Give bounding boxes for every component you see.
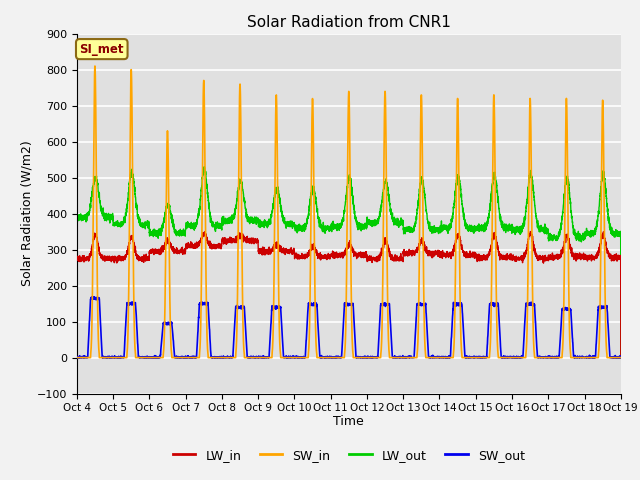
SW_out	[617, 355, 625, 360]
Line: SW_out: SW_out	[77, 297, 621, 358]
Y-axis label: Solar Radiation (W/m2): Solar Radiation (W/m2)	[21, 141, 34, 287]
LW_out	[616, 231, 624, 237]
SW_in	[171, 355, 179, 360]
SW_out	[616, 355, 624, 360]
SW_in	[617, 355, 625, 360]
LW_out	[471, 225, 479, 230]
SW_in	[471, 355, 479, 360]
LW_in	[171, 249, 179, 254]
X-axis label: Time: Time	[333, 415, 364, 428]
LW_in	[440, 253, 448, 259]
LW_out	[73, 214, 81, 219]
SW_out	[329, 355, 337, 360]
Line: LW_in: LW_in	[77, 231, 621, 358]
SW_in	[73, 355, 81, 360]
LW_in	[471, 252, 479, 258]
SW_out	[502, 354, 509, 360]
SW_in	[329, 355, 337, 360]
Line: LW_out: LW_out	[77, 167, 621, 358]
Line: SW_in: SW_in	[77, 66, 621, 358]
LW_out	[329, 222, 337, 228]
Title: Solar Radiation from CNR1: Solar Radiation from CNR1	[247, 15, 451, 30]
LW_out	[617, 355, 625, 360]
SW_out	[73, 355, 81, 360]
SW_out	[441, 355, 449, 360]
LW_in	[328, 254, 336, 260]
LW_out	[200, 164, 208, 169]
SW_out	[73, 354, 81, 360]
LW_out	[171, 228, 179, 234]
SW_out	[471, 353, 479, 359]
Text: SI_met: SI_met	[79, 43, 124, 56]
SW_out	[90, 294, 97, 300]
LW_out	[441, 227, 449, 232]
LW_in	[502, 254, 509, 260]
LW_out	[502, 224, 509, 230]
LW_in	[73, 256, 81, 262]
SW_in	[502, 355, 509, 360]
LW_in	[527, 228, 534, 234]
LW_in	[616, 253, 624, 259]
Legend: LW_in, SW_in, LW_out, SW_out: LW_in, SW_in, LW_out, SW_out	[168, 444, 530, 467]
LW_in	[617, 355, 625, 360]
SW_in	[616, 355, 624, 360]
SW_in	[441, 355, 449, 360]
SW_in	[91, 63, 99, 69]
SW_out	[171, 353, 179, 359]
